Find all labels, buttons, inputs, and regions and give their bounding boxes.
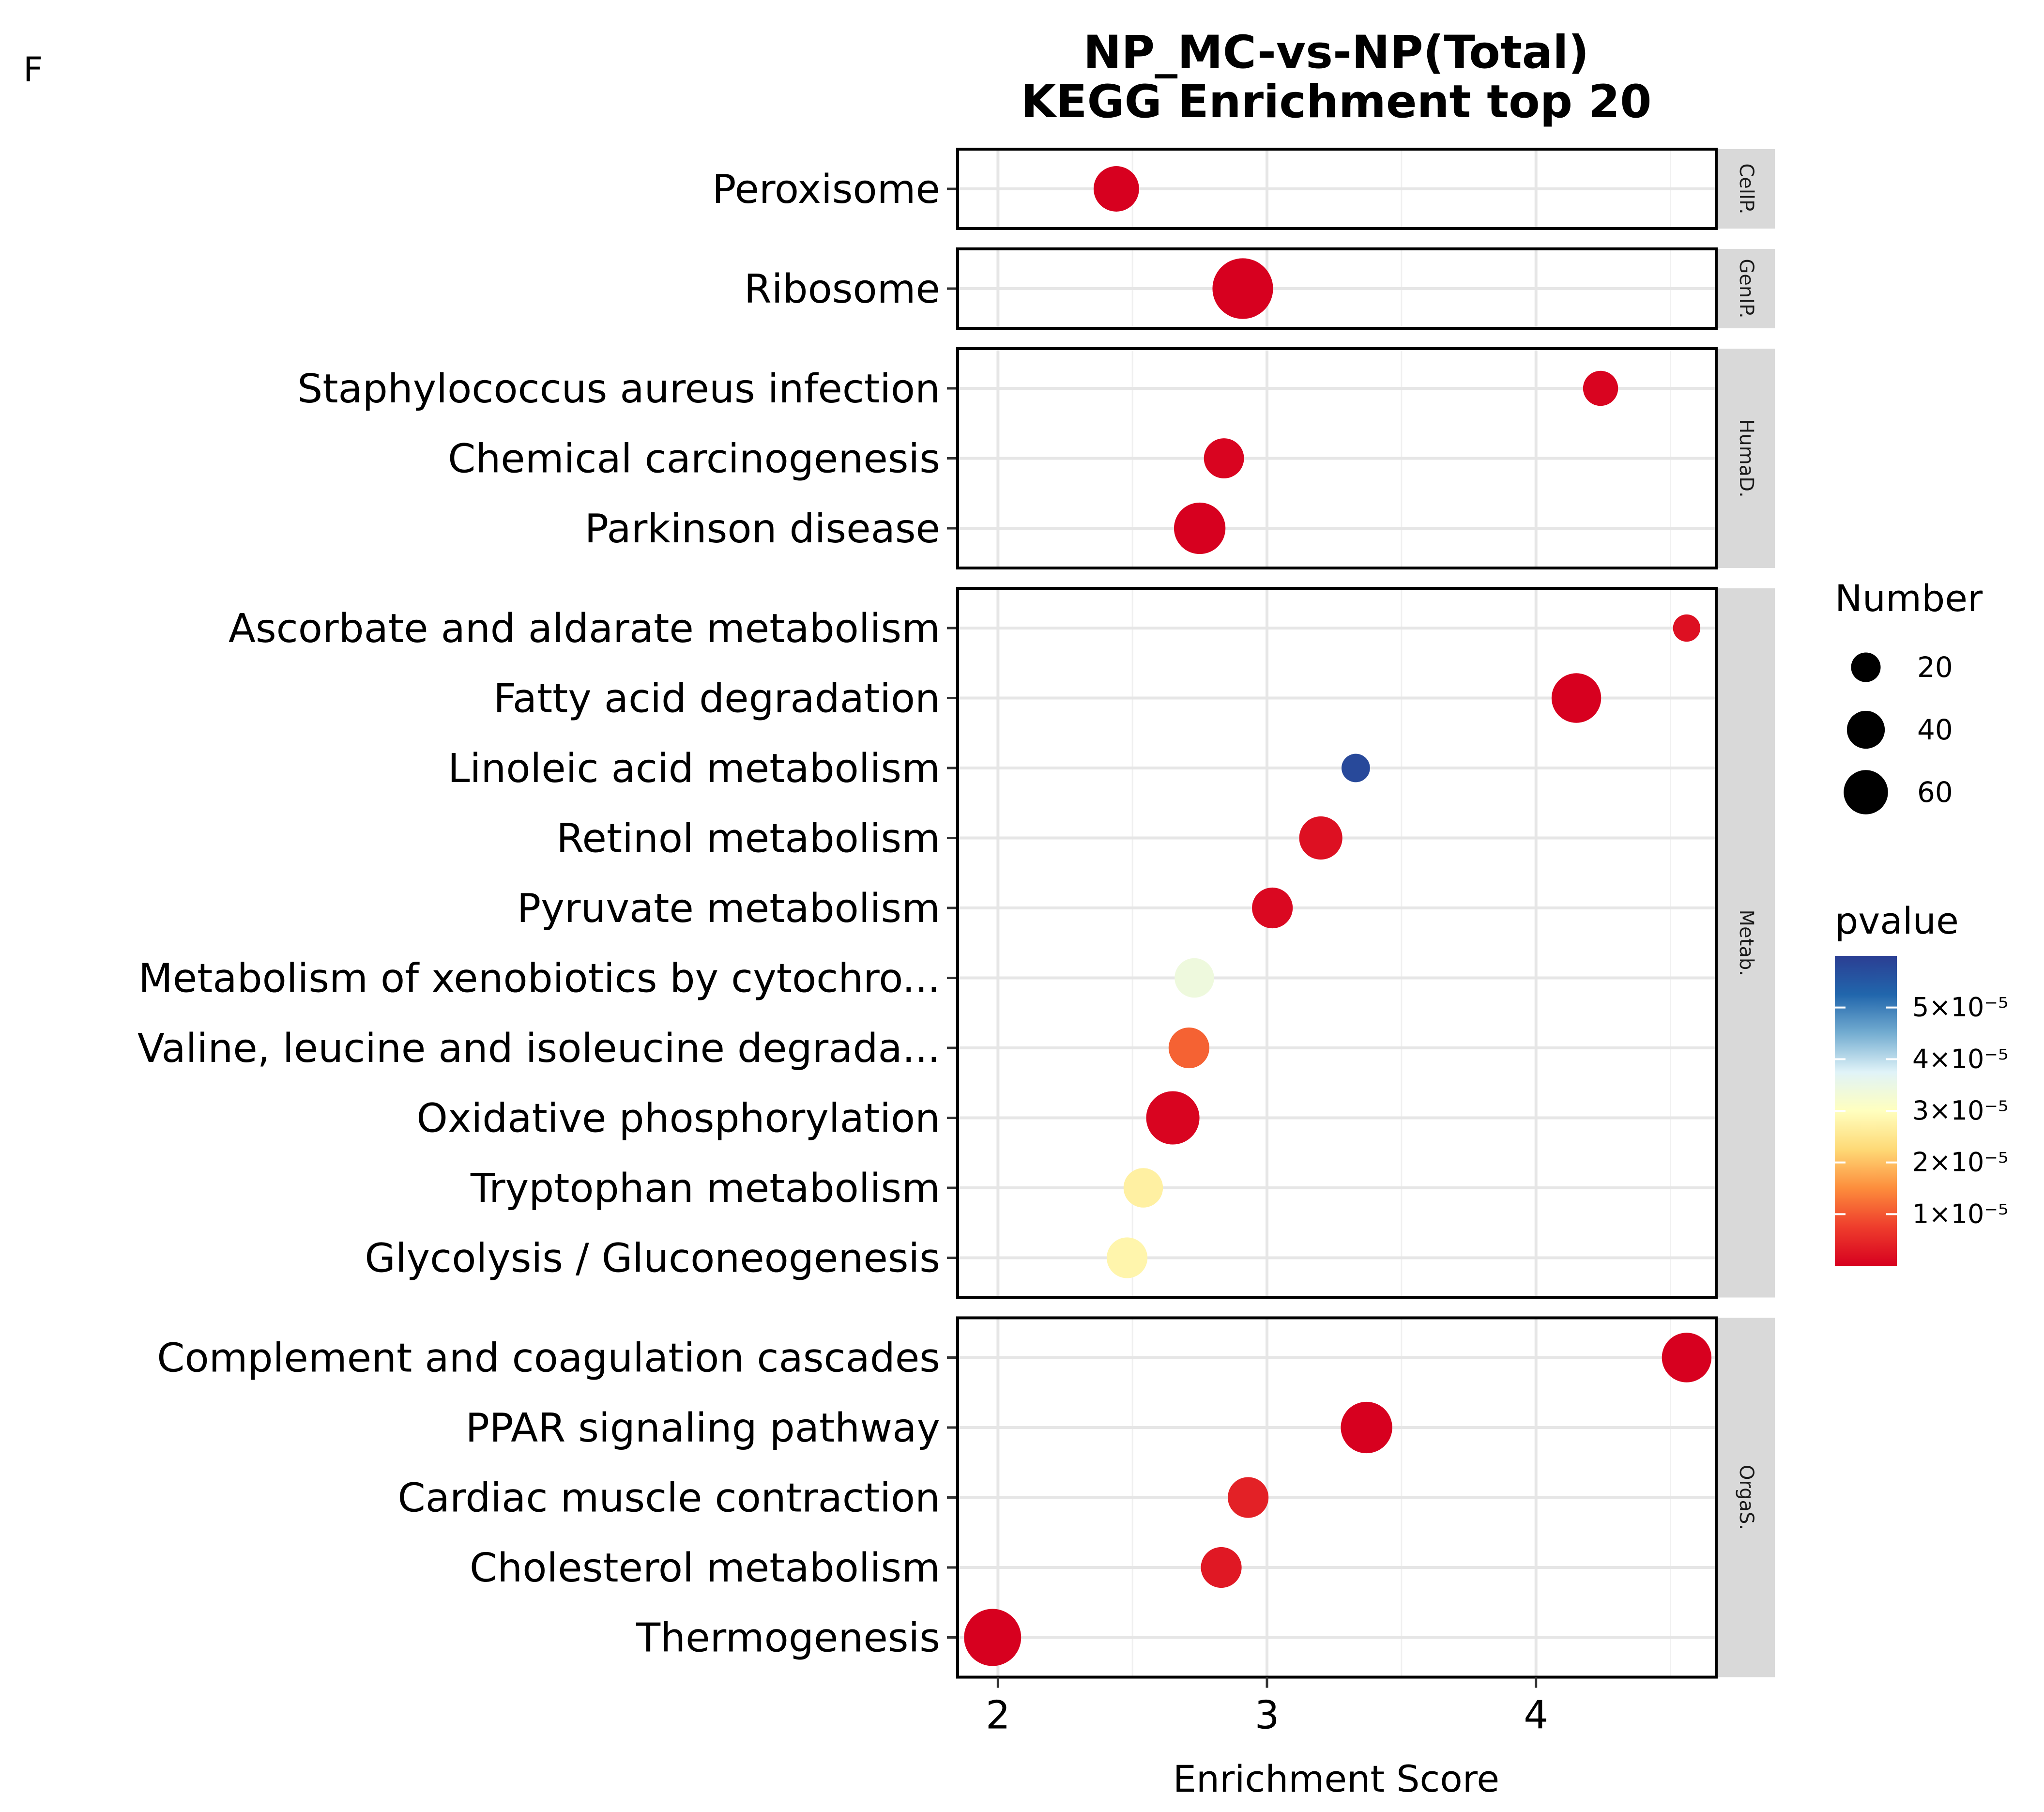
data-point: [1175, 958, 1214, 998]
facet-strip: [1718, 149, 1775, 229]
facet-panel: Complement and coagulation cascades PPAR …: [157, 1316, 1775, 1679]
data-point: [1168, 1027, 1209, 1069]
data-point: [1212, 258, 1273, 319]
facet-panels: Peroxisome CellP. Ribosome GenIP. Staphyloco…: [137, 148, 1775, 1679]
size-legend: Number 20 40 60: [1835, 577, 1983, 814]
facet-strip-label: CellP.: [1735, 163, 1757, 214]
y-tick-label: Fatty acid degradation: [493, 676, 940, 722]
y-tick-label: Linoleic acid metabolism: [448, 746, 940, 792]
panel-border: [956, 347, 1718, 569]
y-tick-label: Oxidative phosphorylation: [416, 1096, 940, 1142]
y-tick-label: Thermogenesis: [636, 1615, 940, 1661]
x-tick-label: 2: [986, 1693, 1010, 1738]
facet-panel: Ribosome GenIP.: [744, 247, 1775, 330]
y-tick-label: Pyruvate metabolism: [517, 886, 940, 932]
colorbar-tick-label: 4×10⁻⁵: [1912, 1044, 2008, 1074]
data-point: [1341, 1401, 1392, 1454]
facet-panel: Peroxisome CellP.: [712, 148, 1775, 230]
data-point: [1228, 1477, 1269, 1518]
color-legend: pvalue 1×10⁻⁵ 2×10⁻⁵ 3×10⁻⁵ 4×10⁻⁵ 5×10⁻⁵: [1835, 899, 2008, 1266]
size-legend-key: [1844, 770, 1888, 814]
data-point: [1252, 887, 1293, 929]
data-point: [1123, 1168, 1163, 1208]
y-tick-label: Valine, leucine and isoleucine degrada..…: [137, 1026, 940, 1072]
y-tick-label: Staphylococcus aureus infection: [297, 366, 940, 412]
y-tick-label: Metabolism of xenobiotics by cytochro...: [138, 956, 940, 1002]
x-tick-label: 4: [1524, 1693, 1548, 1738]
y-tick-label: Tryptophan metabolism: [470, 1166, 940, 1212]
facet-strip: [1718, 349, 1775, 568]
data-point: [1662, 1333, 1712, 1382]
panel-background: [958, 588, 1716, 1298]
data-point: [1204, 438, 1244, 478]
data-point: [1106, 1237, 1148, 1278]
panel-border: [956, 247, 1718, 330]
y-tick-label: Retinol metabolism: [556, 816, 940, 862]
facet-strip-label: Metab.: [1735, 910, 1757, 976]
facet-strip-label: HumaD.: [1735, 419, 1757, 497]
data-point: [964, 1609, 1022, 1666]
y-tick-label: Cholesterol metabolism: [470, 1545, 940, 1591]
colorbar-tick-label: 1×10⁻⁵: [1912, 1198, 2008, 1229]
data-point: [1341, 753, 1370, 783]
chart-title: NP_MC-vs-NP(Total): [1083, 26, 1589, 79]
panel-border: [956, 1316, 1718, 1679]
size-legend-label: 60: [1917, 776, 1953, 809]
chart-subtitle: KEGG Enrichment top 20: [1021, 76, 1651, 128]
facet-panel: Ascorbate and aldarate metabolism Fatty a…: [137, 587, 1775, 1299]
colorbar-tick-label: 5×10⁻⁵: [1912, 992, 2008, 1023]
data-point: [1201, 1547, 1242, 1588]
facet-strip: [1718, 1318, 1775, 1677]
y-tick-label: Parkinson disease: [585, 506, 940, 552]
y-tick-label: Peroxisome: [712, 167, 940, 213]
facet-strip-label: GenIP.: [1735, 259, 1757, 318]
panel-border: [956, 587, 1718, 1299]
size-legend-label: 20: [1917, 651, 1953, 684]
y-tick-label: Chemical carcinogenesis: [448, 436, 940, 482]
data-point: [1299, 816, 1342, 860]
size-legend-title: Number: [1835, 577, 1983, 620]
size-legend-label: 40: [1917, 713, 1953, 746]
panel-border: [956, 148, 1718, 230]
facet-strip-label: OrgaS.: [1735, 1465, 1757, 1530]
size-legend-key: [1846, 710, 1885, 749]
y-tick-label: Ribosome: [744, 266, 940, 312]
y-tick-label: PPAR signaling pathway: [466, 1405, 940, 1451]
colorbar-tick-label: 3×10⁻⁵: [1912, 1095, 2008, 1126]
facet-panel: Staphylococcus aureus infection Chemical …: [297, 347, 1775, 569]
facet-strip: [1718, 249, 1775, 328]
data-point: [1146, 1091, 1200, 1145]
y-tick-label: Ascorbate and aldarate metabolism: [229, 606, 940, 652]
size-legend-key: [1851, 652, 1881, 682]
data-point: [1174, 502, 1226, 554]
x-tick-label: 3: [1255, 1693, 1280, 1738]
data-point: [1673, 614, 1701, 642]
y-tick-label: Glycolysis / Gluconeogenesis: [365, 1236, 940, 1282]
facet-strip: [1718, 588, 1775, 1298]
data-point: [1093, 166, 1139, 212]
color-legend-title: pvalue: [1835, 899, 1959, 942]
data-point: [1583, 370, 1618, 406]
colorbar-tick-label: 2×10⁻⁵: [1912, 1147, 2008, 1178]
data-point: [1551, 673, 1602, 723]
figure-panel-label: F: [23, 50, 43, 90]
y-tick-label: Complement and coagulation cascades: [157, 1336, 940, 1382]
x-axis: 2 3 4: [986, 1677, 1548, 1738]
y-tick-label: Cardiac muscle contraction: [398, 1475, 940, 1521]
x-axis-label: Enrichment Score: [1173, 1757, 1499, 1800]
